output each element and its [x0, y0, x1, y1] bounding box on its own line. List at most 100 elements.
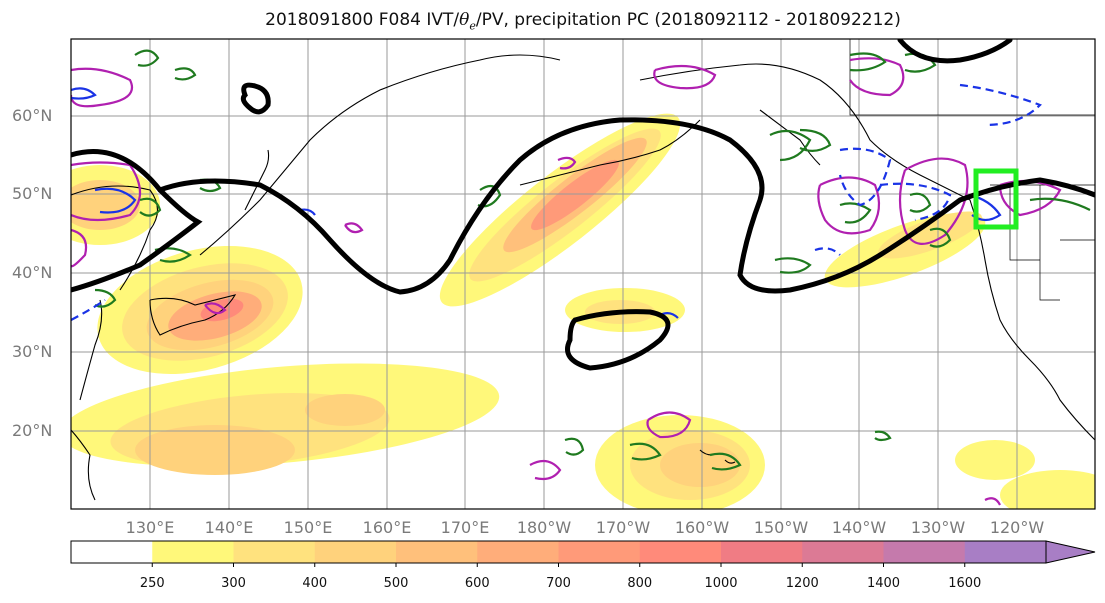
colorbar-segment [558, 541, 641, 563]
coast-china [79, 299, 103, 401]
coast-north-america [639, 63, 1095, 441]
lat-label-30n: 30°N [12, 342, 53, 361]
jet-contour-west [71, 149, 203, 293]
colorbar-segment [152, 541, 234, 563]
pv-contour-4 [653, 64, 717, 90]
pv-contour-7 [898, 157, 969, 245]
green-contour-8 [769, 129, 812, 162]
coast-siberia [199, 54, 561, 256]
jet-contours [71, 39, 1095, 371]
map-panel [71, 39, 1095, 509]
colorbar-tick-label: 800 [627, 576, 653, 591]
border-canada [849, 39, 1095, 116]
blue-contour-6 [879, 182, 952, 222]
green-contour-11 [849, 52, 887, 72]
lon-label-160w: 160°W [674, 518, 730, 537]
lon-label-170w: 170°W [595, 518, 651, 537]
green-contour-13 [839, 202, 872, 224]
green-contour-2 [174, 67, 197, 81]
green-contour-1 [134, 49, 160, 67]
lon-label-150w: 150°W [753, 518, 809, 537]
jet-contour-low [565, 309, 671, 371]
colorbar-tick-label: 700 [546, 576, 571, 591]
blue-contour-4 [959, 83, 1042, 127]
colorbar-segment [233, 541, 316, 563]
colorbar-segment [71, 541, 153, 563]
colorbar-segment [396, 541, 478, 563]
colorbar-segment [802, 541, 884, 563]
pv-contour-13 [529, 459, 562, 481]
colorbar-segment [883, 541, 966, 563]
blue-contour-3 [71, 299, 106, 321]
colorbar-segment [477, 541, 559, 563]
border-states [1009, 185, 1095, 301]
colorbar-segment [964, 541, 1047, 563]
coastlines [71, 54, 1095, 501]
coast-japan [149, 294, 237, 336]
green-contour-6 [94, 288, 117, 308]
colorbar-tick-label: 1400 [866, 576, 901, 591]
green-contour-15 [929, 227, 952, 248]
coast-philippines [71, 429, 96, 501]
blue-contours [71, 83, 1042, 321]
green-contour-3 [139, 197, 162, 217]
blue-contour-5 [838, 147, 892, 207]
colorbar-segment [314, 541, 397, 563]
colorbar-tick-label: 400 [302, 576, 328, 591]
region-highlight-box [973, 168, 1019, 230]
blue-contour-2 [94, 187, 137, 214]
green-contour-16 [1029, 197, 1091, 211]
lon-label-170e: 170°E [440, 518, 490, 537]
colorbar-extend-arrow [1045, 540, 1096, 564]
jet-contour-small-loop [240, 82, 271, 115]
pv-contour-9 [557, 156, 577, 170]
green-contour-18 [629, 442, 662, 461]
graticule [71, 39, 1095, 509]
colorbar-tick-label: 1000 [704, 576, 738, 591]
lon-label-120w: 120°W [989, 518, 1045, 537]
green-contour-9 [799, 128, 832, 152]
lon-label-130w: 130°W [910, 518, 966, 537]
colorbar-tick-label: 1600 [948, 576, 982, 591]
coast-kamchatka [244, 149, 270, 211]
lon-label-130e: 130°E [125, 518, 175, 537]
pv-contour-14 [984, 497, 1001, 506]
blue-contour-1 [71, 87, 97, 100]
lat-label-40n: 40°N [12, 263, 53, 282]
pv-contour-11 [204, 302, 227, 315]
pv-contour-3 [71, 228, 88, 268]
lat-label-20n: 20°N [12, 421, 53, 440]
green-contours [94, 49, 1091, 471]
lon-label-140w: 140°W [831, 518, 887, 537]
pv-contour-10 [344, 222, 364, 234]
pv-contour-5 [849, 57, 905, 97]
green-contour-17 [564, 437, 585, 456]
chart-title: 2018091800 F084 IVT/θe/PV, precipitation… [265, 10, 901, 33]
colorbar [70, 540, 1096, 567]
lon-label-140e: 140°E [204, 518, 254, 537]
green-contour-20 [874, 430, 892, 442]
lat-label-50n: 50°N [12, 184, 53, 203]
colorbar-tick-label: 250 [139, 576, 165, 591]
green-contour-14 [909, 192, 932, 213]
green-contour-19 [709, 452, 742, 471]
lat-label-60n: 60°N [12, 106, 53, 125]
colorbar-tick-label: 300 [221, 576, 246, 591]
colorbar-tick-label: 500 [383, 576, 409, 591]
jet-contour-north [897, 39, 1013, 64]
pv-contour-2 [71, 161, 142, 222]
colorbar-segment [639, 541, 722, 563]
lon-label-180w: 180°W [516, 518, 572, 537]
coast-asia-mainland [71, 185, 159, 291]
lon-label-160e: 160°E [362, 518, 412, 537]
map-frame [70, 38, 1096, 510]
colorbar-segment [721, 541, 803, 563]
coast-aleutians [519, 119, 701, 186]
pv-contour-1 [71, 67, 133, 108]
blue-contour-7 [969, 193, 1002, 222]
pv-contour-6 [817, 176, 881, 235]
jet-contour-main [157, 117, 1095, 295]
green-contour-10 [774, 257, 812, 274]
blue-contour-8 [814, 247, 841, 256]
